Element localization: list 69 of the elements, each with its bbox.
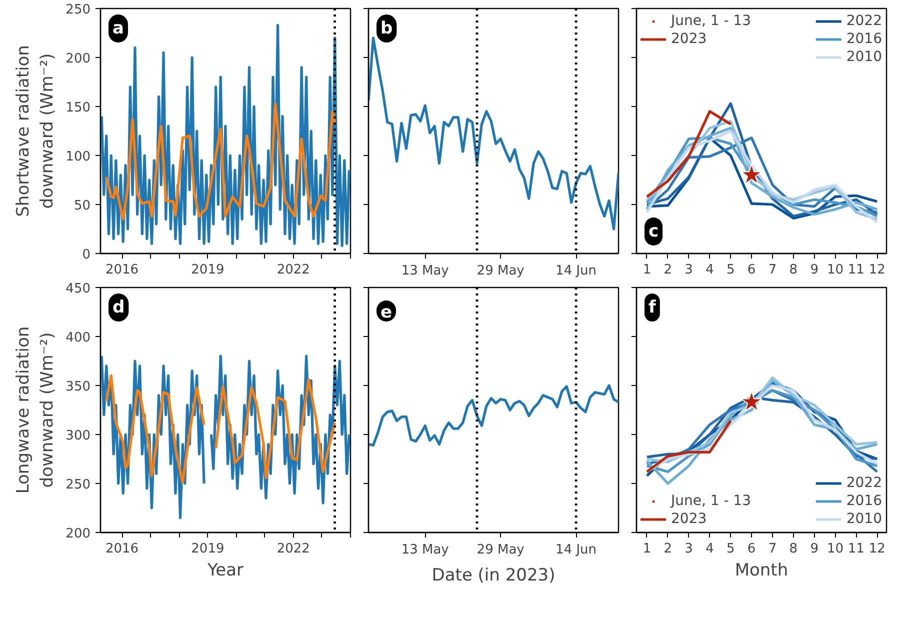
x-tick-label: 1 [642,262,652,278]
x-tick-label: 2 [664,542,672,556]
x-tick-label: 2022 [276,262,310,278]
x-tick-label: 14 Jun [556,542,597,558]
y-axis-title: Longwave radiation downward (Wm⁻²) [14,326,58,494]
legend-label: 2010 [846,48,882,66]
annotation: e [380,302,392,322]
y-tick-label: 250 [66,478,91,492]
x-tick-label: 2016 [105,542,139,556]
legend-label: 2023 [671,510,707,528]
y-tick-label: 450 [66,282,91,296]
x-tick-label: 12 [868,262,886,278]
annotation: a [112,18,124,38]
y-tick-label: 200 [66,52,91,66]
y-tick-label: 350 [66,380,91,394]
x-tick-label: 3 [684,542,693,556]
x-tick-label: 1 [642,542,652,556]
x-tick-label: 6 [747,262,756,278]
legend-label: June, 1 - 13 [671,492,752,510]
x-tick-label: 29 May [476,264,525,278]
x-tick-label: 13 May [401,264,450,278]
legend-label: 2022 [846,474,882,492]
x-tick-label: 11 [848,542,864,556]
y-tick-label: 50 [74,198,91,214]
y-tick-label: 100 [66,150,91,164]
legend-label: 2023 [671,30,707,48]
x-tick-label: 2016 [105,262,139,278]
x-tick-label: 2 [664,262,672,278]
x-axis-title: Date (in 2023) [432,566,556,586]
x-tick-label: 9 [810,542,818,556]
x-tick-label: 29 May [476,542,525,558]
x-tick-label: 7 [768,262,777,278]
x-axis-title: Year [206,560,244,580]
annotation: d [112,298,125,318]
x-tick-label: 4 [706,262,714,278]
y-tick-label: 150 [66,100,91,116]
legend-label: 2010 [846,510,882,528]
legend-label: 2022 [846,12,882,30]
legend-label: 2016 [846,492,882,510]
y-axis-title: Shortwave radiation downward (Wm⁻²) [14,45,58,217]
y-tick-label: 0 [82,248,91,262]
x-tick-label: 5 [726,542,735,556]
y-tick-label: 250 [66,2,91,18]
x-tick-label: 4 [706,542,714,556]
x-tick-label: 7 [768,542,777,556]
x-tick-label: 13 May [401,542,450,558]
legend-label: June, 1 - 13 [671,12,752,30]
x-tick-label: 9 [810,262,818,278]
x-tick-label: 2019 [191,542,224,556]
annotation: f [648,298,656,318]
x-tick-label: 5 [726,262,735,278]
x-tick-label: 2022 [276,542,310,556]
x-tick-label: 3 [684,262,693,278]
x-tick-label: 8 [789,542,798,556]
x-tick-label: 14 Jun [556,264,597,278]
legend-label: 2016 [846,30,882,48]
y-tick-label: 400 [66,330,91,346]
x-tick-label: 12 [868,542,886,556]
x-tick-label: 6 [747,542,756,556]
x-tick-label: 10 [826,262,844,278]
annotation: b [380,18,393,38]
y-tick-label: 300 [66,428,91,444]
x-axis-title: Month [734,560,788,580]
x-tick-label: 11 [848,262,864,278]
x-tick-label: 2019 [191,262,224,278]
x-tick-label: 10 [826,542,844,556]
x-tick-label: 8 [789,262,798,278]
y-tick-label: 200 [66,526,91,542]
annotation: c [648,222,659,242]
